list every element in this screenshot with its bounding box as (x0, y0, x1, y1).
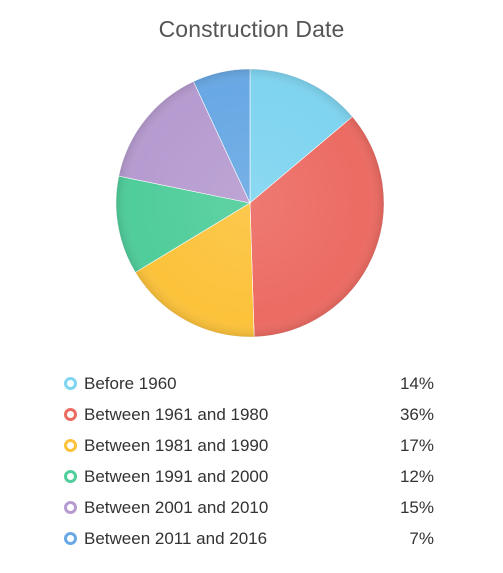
legend-label: Between 2011 and 2016 (84, 528, 268, 548)
legend-value: 12% (399, 466, 434, 486)
legend-marker-icon (64, 439, 77, 452)
legend-item-between-1961-and-1980[interactable]: Between 1961 and 1980 36% (64, 399, 434, 430)
legend-marker-icon (64, 470, 77, 483)
legend-marker-icon (64, 532, 77, 545)
legend-label: Between 1961 and 1980 (84, 404, 269, 424)
legend-value: 17% (399, 435, 434, 455)
legend-marker-icon (64, 377, 77, 390)
legend-item-between-1981-and-1990[interactable]: Between 1981 and 1990 17% (64, 430, 434, 461)
legend-value: 36% (399, 404, 434, 424)
legend-item-before-1960[interactable]: Before 1960 14% (64, 368, 434, 399)
pie-chart (115, 68, 385, 338)
legend-item-between-1991-and-2000[interactable]: Between 1991 and 2000 12% (64, 461, 434, 492)
legend-value: 7% (409, 528, 434, 548)
legend-label: Between 2001 and 2010 (84, 497, 269, 517)
legend-label: Before 1960 (84, 373, 177, 393)
legend: Before 1960 14% Between 1961 and 1980 36% Be… (64, 368, 434, 554)
chart-title: Construction Date (158, 16, 345, 42)
legend-marker-icon (64, 408, 77, 421)
legend-item-between-2001-and-2010[interactable]: Between 2001 and 2010 15% (64, 492, 434, 523)
legend-label: Between 1991 and 2000 (84, 466, 269, 486)
legend-marker-icon (64, 501, 77, 514)
legend-value: 15% (399, 497, 434, 517)
legend-value: 14% (399, 373, 434, 393)
pie-slices (115, 68, 385, 338)
legend-item-between-2011-and-2016[interactable]: Between 2011 and 2016 7% (64, 523, 434, 554)
legend-label: Between 1981 and 1990 (84, 435, 269, 455)
